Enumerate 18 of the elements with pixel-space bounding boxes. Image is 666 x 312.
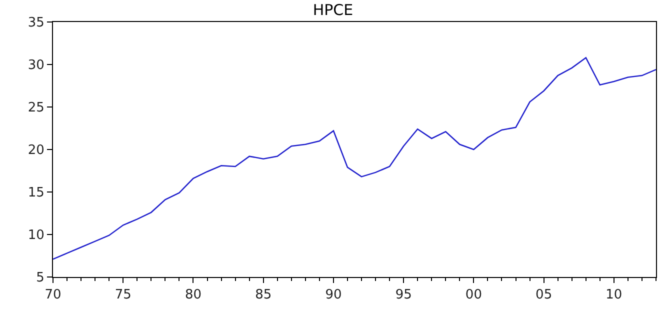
y-tick-label: 30 xyxy=(28,58,44,74)
x-tick-label: 80 xyxy=(184,288,202,303)
y-tick-label: 35 xyxy=(28,16,44,31)
line-series xyxy=(53,57,656,260)
y-tick-label: 20 xyxy=(28,143,44,158)
x-tick-label: 05 xyxy=(536,288,552,303)
x-tick-label: 00 xyxy=(465,288,482,303)
y-tick-label: 15 xyxy=(28,186,44,201)
x-tick-label: 85 xyxy=(255,288,272,303)
x-tick-label: 10 xyxy=(606,288,622,303)
y-tick-label: 5 xyxy=(36,270,44,286)
x-tick-label: 90 xyxy=(325,288,342,303)
chart-title: HPCE xyxy=(312,1,354,20)
x-tick-label: 75 xyxy=(114,288,132,303)
x-tick-label: 70 xyxy=(44,288,62,303)
x-tick-label: 95 xyxy=(395,288,412,303)
y-tick-label: 10 xyxy=(28,228,44,244)
y-tick-label: 25 xyxy=(28,100,44,116)
